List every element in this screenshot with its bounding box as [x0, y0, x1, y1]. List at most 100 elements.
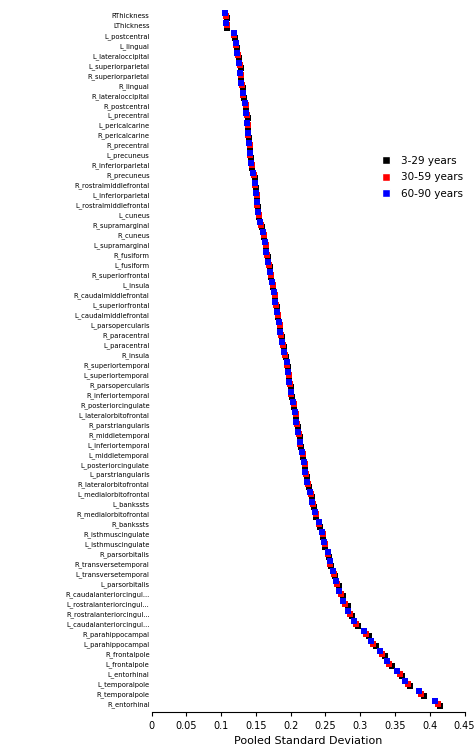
- Point: [274, 311, 282, 323]
- Point: [431, 695, 439, 707]
- Point: [251, 172, 258, 184]
- Point: [344, 605, 352, 617]
- Point: [284, 366, 292, 378]
- X-axis label: Pooled Standard Deviation: Pooled Standard Deviation: [234, 736, 383, 746]
- Point: [271, 288, 279, 300]
- Point: [327, 560, 335, 572]
- Point: [272, 291, 279, 303]
- Point: [277, 328, 285, 340]
- Point: [223, 22, 230, 34]
- Point: [324, 545, 331, 557]
- Point: [304, 478, 312, 490]
- Point: [253, 189, 260, 201]
- Point: [348, 611, 356, 623]
- Point: [265, 259, 273, 271]
- Point: [404, 678, 411, 690]
- Point: [416, 685, 423, 697]
- Point: [319, 531, 327, 543]
- Point: [276, 326, 284, 338]
- Point: [262, 239, 270, 251]
- Point: [279, 336, 286, 348]
- Point: [250, 169, 258, 181]
- Point: [246, 142, 254, 154]
- Point: [268, 276, 276, 288]
- Point: [273, 306, 281, 319]
- Point: [237, 69, 245, 81]
- Point: [285, 371, 293, 383]
- Point: [252, 187, 260, 199]
- Point: [239, 87, 246, 99]
- Point: [267, 271, 275, 283]
- Point: [256, 216, 264, 228]
- Point: [255, 209, 263, 221]
- Point: [309, 498, 317, 511]
- Point: [365, 630, 373, 642]
- Point: [234, 50, 242, 62]
- Point: [273, 299, 280, 311]
- Point: [237, 72, 245, 84]
- Point: [264, 252, 272, 264]
- Point: [247, 157, 255, 169]
- Point: [292, 411, 300, 423]
- Point: [325, 548, 332, 560]
- Point: [331, 571, 338, 583]
- Point: [254, 206, 262, 218]
- Point: [254, 191, 261, 203]
- Point: [283, 356, 291, 368]
- Point: [267, 269, 274, 281]
- Point: [352, 617, 360, 630]
- Point: [401, 675, 409, 687]
- Point: [308, 491, 315, 503]
- Point: [232, 37, 239, 49]
- Point: [283, 358, 291, 370]
- Point: [315, 518, 323, 530]
- Point: [263, 242, 270, 254]
- Point: [330, 568, 337, 580]
- Point: [285, 376, 293, 388]
- Point: [307, 488, 315, 500]
- Point: [420, 690, 428, 702]
- Point: [284, 361, 292, 373]
- Point: [259, 227, 267, 239]
- Point: [379, 648, 386, 660]
- Point: [396, 668, 404, 680]
- Point: [236, 67, 244, 79]
- Point: [275, 316, 283, 328]
- Point: [377, 645, 384, 657]
- Point: [239, 82, 246, 94]
- Point: [240, 90, 247, 102]
- Point: [266, 267, 273, 279]
- Point: [221, 7, 229, 19]
- Point: [242, 99, 249, 111]
- Point: [437, 700, 444, 712]
- Point: [266, 261, 273, 273]
- Point: [245, 132, 253, 144]
- Point: [287, 386, 294, 398]
- Point: [233, 47, 241, 59]
- Point: [270, 286, 278, 298]
- Point: [249, 166, 257, 178]
- Legend: 3-29 years, 30-59 years, 60-90 years: 3-29 years, 30-59 years, 60-90 years: [371, 152, 468, 203]
- Point: [393, 665, 401, 677]
- Point: [242, 102, 250, 114]
- Point: [231, 29, 238, 41]
- Point: [254, 199, 261, 211]
- Point: [291, 406, 299, 418]
- Point: [341, 598, 349, 610]
- Point: [313, 511, 320, 523]
- Point: [233, 39, 240, 51]
- Point: [305, 480, 312, 492]
- Point: [245, 136, 253, 148]
- Point: [231, 32, 239, 44]
- Point: [381, 650, 388, 662]
- Point: [346, 608, 354, 620]
- Point: [273, 309, 281, 321]
- Point: [246, 147, 254, 159]
- Point: [309, 495, 316, 508]
- Point: [339, 596, 346, 608]
- Point: [325, 550, 333, 562]
- Point: [388, 660, 395, 672]
- Point: [276, 321, 284, 333]
- Point: [301, 461, 309, 473]
- Point: [344, 600, 352, 612]
